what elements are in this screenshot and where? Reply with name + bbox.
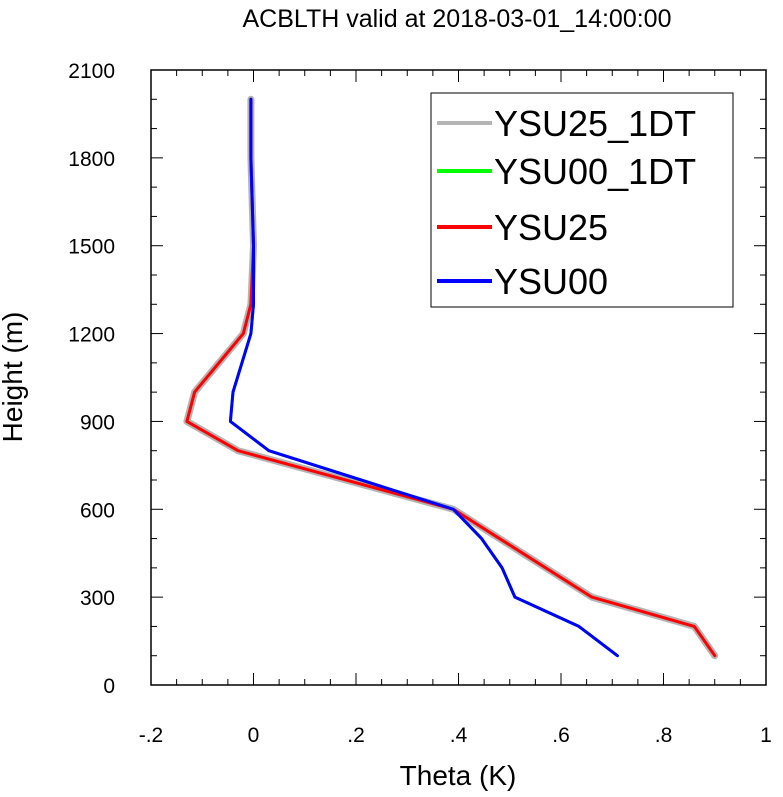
y-tick-label: 1500 <box>68 236 115 259</box>
axis-ticks: -.2 0 .2 .4 .6 .8 1 0 300 600 900 1200 1500 1800 2100 <box>68 60 772 747</box>
x-tick-label: 1 <box>760 724 772 747</box>
y-tick-label: 600 <box>80 499 115 522</box>
y-tick-label: 1200 <box>68 324 115 347</box>
x-tick-label: -.2 <box>139 724 164 747</box>
x-tick-label: .6 <box>552 724 570 747</box>
legend-label: YSU00 <box>494 261 608 302</box>
x-tick-label: .4 <box>450 724 468 747</box>
legend-box <box>430 92 734 308</box>
x-tick-label: .8 <box>655 724 673 747</box>
x-tick-label: .2 <box>347 724 365 747</box>
chart-title: ACBLTH valid at 2018-03-01_14:00:00 <box>243 5 672 33</box>
legend-label: YSU25_1DT <box>494 103 696 144</box>
series-line-ysu00 <box>228 97 619 658</box>
y-tick-label: 300 <box>80 587 115 610</box>
legend-label: YSU00_1DT <box>494 151 696 192</box>
y-axis-label: Height (m) <box>0 312 28 443</box>
legend: YSU25_1DT YSU00_1DT YSU25 YSU00 <box>430 92 734 308</box>
x-tick-label: 0 <box>248 724 260 747</box>
series-lines <box>183 95 719 660</box>
y-tick-label: 0 <box>103 675 115 698</box>
y-tick-label: 900 <box>80 411 115 434</box>
y-tick-label: 1800 <box>68 148 115 171</box>
y-tick-label: 2100 <box>68 60 115 83</box>
x-axis-label: Theta (K) <box>400 760 517 791</box>
legend-label: YSU25 <box>494 207 608 248</box>
